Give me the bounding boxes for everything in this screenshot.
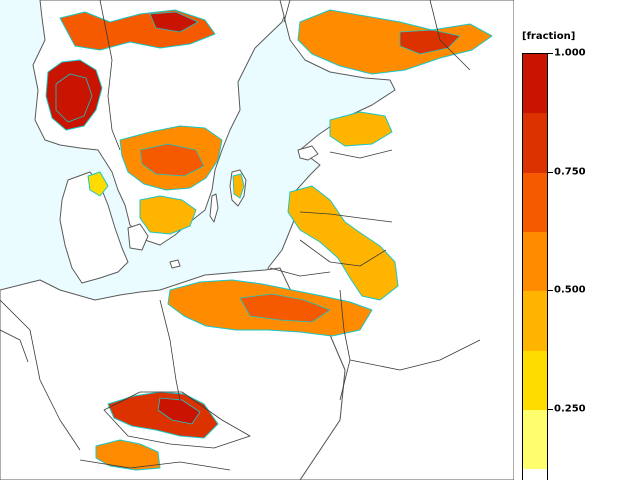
legend-tick-mark (548, 290, 553, 292)
legend-unit-label: [fraction] (522, 31, 576, 42)
border-belarus-ukraine (349, 339, 481, 371)
field-estonia-latvia (329, 111, 393, 147)
border-austria (79, 459, 231, 471)
snow-fraction-map (0, 0, 514, 480)
border-sweden-finland (283, 0, 291, 23)
border-germany-west (0, 299, 81, 451)
field-western-norway-core (55, 73, 93, 123)
legend-bin-4 (523, 291, 547, 351)
zealand-land (127, 223, 149, 251)
color-scale-legend: [fraction] 1.000 0.750 0.500 0.250 (514, 0, 640, 480)
legend-tick-mark (548, 53, 553, 54)
field-poland-core (239, 293, 331, 323)
border-kaliningrad (269, 267, 331, 277)
legend-tick-mark (548, 408, 553, 410)
border-finland-russia (429, 0, 471, 71)
legend-tick-label: 1.000 (554, 47, 586, 59)
legend-bin-2 (523, 172, 547, 232)
field-lithuania-belarus-arc (287, 185, 399, 301)
border-poland-belarus (339, 289, 351, 401)
border-netherlands (0, 329, 29, 363)
saaremaa-land (297, 145, 319, 161)
border-czech (103, 391, 251, 449)
legend-bin-3 (523, 231, 547, 292)
legend-tick-mark (548, 171, 553, 173)
legend-bin-0 (523, 54, 547, 114)
fraction-field (45, 9, 493, 471)
border-norway-sweden (99, 0, 121, 151)
legend-tick-label: 0.250 (554, 403, 586, 415)
field-czech-mountains (107, 391, 219, 439)
field-north-scandinavia-core (149, 11, 199, 33)
legend-bin-5 (523, 350, 547, 410)
legend-bin-1 (523, 113, 547, 173)
field-gotland (232, 173, 245, 199)
legend-bin-6 (523, 409, 547, 470)
border-latvia-lithuania (299, 211, 393, 223)
bornholm-land (169, 259, 181, 269)
legend-tick-label: 0.750 (554, 166, 586, 178)
field-denmark-spots (87, 171, 109, 197)
field-alps-north (95, 439, 161, 471)
field-czech-core (157, 397, 201, 425)
field-southern-finland (297, 9, 493, 75)
border-estonia-latvia (329, 149, 393, 159)
country-borders (0, 0, 481, 471)
map-panel (0, 0, 514, 480)
border-lithuania-belarus (299, 239, 387, 267)
field-central-sweden-core (139, 143, 205, 177)
oland-land (209, 193, 219, 223)
legend-color-bar (522, 53, 548, 480)
legend-tick-label: 0.500 (554, 284, 586, 296)
border-germany-poland (159, 299, 181, 401)
field-southern-sweden (139, 195, 197, 235)
scandinavia-land (32, 0, 291, 246)
